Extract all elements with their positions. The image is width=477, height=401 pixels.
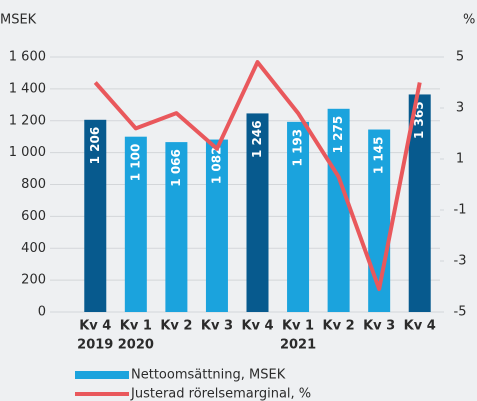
- y-tick-label: 400: [21, 241, 46, 256]
- y2-tick-label: 5: [456, 50, 464, 65]
- y-tick-label: 1 600: [9, 50, 46, 65]
- x-tick-label: Kv 4: [241, 319, 273, 334]
- y-tick-label: 0: [38, 305, 46, 320]
- bar: [205, 139, 228, 312]
- x-year-label: 2019: [77, 338, 113, 353]
- x-tick-label: Kv 3: [363, 319, 395, 334]
- x-tick-label: Kv 1: [120, 319, 152, 334]
- bar: [246, 113, 269, 312]
- x-tick-label: Kv 4: [404, 319, 436, 334]
- x-year-label: 2021: [280, 338, 316, 353]
- y-tick-label: 1 400: [9, 81, 46, 96]
- y2-tick-label: -5: [454, 305, 467, 320]
- bar: [327, 108, 350, 312]
- value-label: 1 100: [128, 144, 142, 182]
- x-tick-label: Kv 4: [79, 319, 111, 334]
- x-tick-label: Kv 2: [323, 319, 355, 334]
- value-label: 1 246: [250, 120, 264, 158]
- y-tick-label: 1 000: [9, 145, 46, 160]
- y-tick-label: 1 200: [9, 113, 46, 128]
- bar: [124, 136, 147, 312]
- bar: [287, 121, 310, 312]
- x-tick-label: Kv 3: [201, 319, 233, 334]
- y-tick-label: 200: [21, 273, 46, 288]
- value-label: 1 275: [331, 116, 345, 154]
- y2-tick-label: -1: [454, 203, 467, 218]
- value-label: 1 145: [372, 137, 386, 175]
- legend-label: Justerad rörelsemarginal, %: [130, 387, 311, 401]
- value-label: 1 206: [88, 127, 102, 165]
- value-label: 1 193: [291, 129, 305, 167]
- line: [93, 60, 422, 292]
- y2-tick-label: -3: [454, 254, 467, 269]
- x-tick-label: Kv 2: [160, 319, 192, 334]
- y2-tick-label: 1: [456, 152, 464, 167]
- bar: [165, 142, 188, 312]
- legend-label: Nettoomsättning, MSEK: [131, 368, 286, 383]
- value-label: 1 066: [169, 149, 183, 187]
- y-axis-title: MSEK: [0, 13, 37, 28]
- x-year-label: 2020: [118, 338, 154, 353]
- x-tick-label: Kv 1: [282, 319, 314, 334]
- legend-swatch: [75, 371, 129, 379]
- bar: [408, 94, 431, 312]
- y2-tick-label: 3: [456, 101, 464, 116]
- y-tick-label: 600: [21, 209, 46, 224]
- y2-axis-title: %: [463, 13, 475, 28]
- value-label: 1 082: [209, 147, 223, 185]
- bar: [84, 119, 107, 312]
- y-tick-label: 800: [21, 177, 46, 192]
